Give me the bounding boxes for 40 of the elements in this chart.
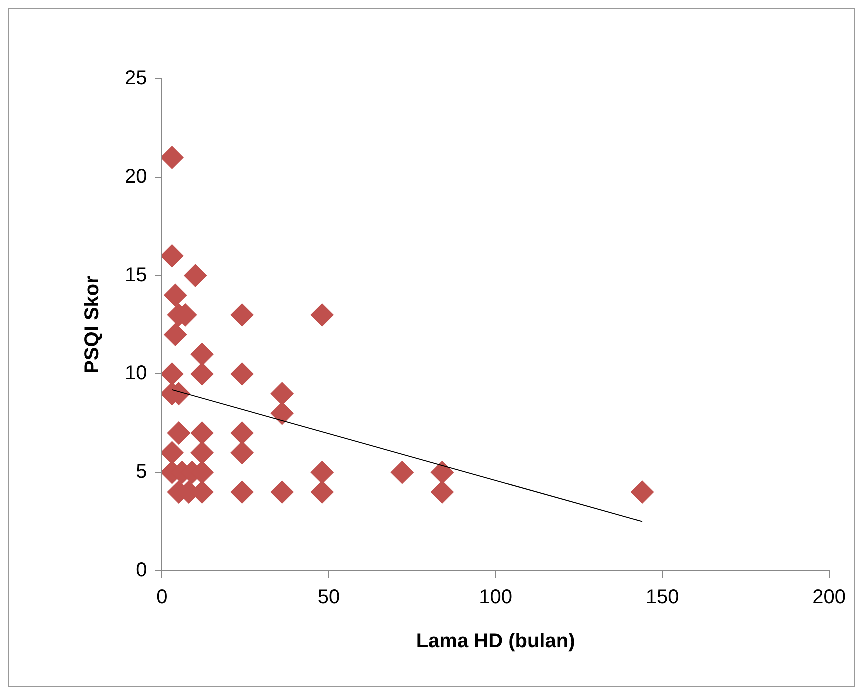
point: [230, 480, 254, 504]
point: [230, 441, 254, 464]
point: [190, 343, 214, 366]
x-axis-title: Lama HD (bulan): [416, 630, 576, 653]
y-tick-label: 0: [136, 560, 148, 582]
point: [162, 244, 184, 268]
y-tick-label: 5: [136, 461, 148, 484]
point: [310, 480, 334, 504]
x-tick-label: 200: [812, 586, 846, 609]
x-tick-label: 0: [156, 586, 168, 609]
point: [270, 382, 294, 406]
point: [230, 304, 254, 327]
point: [164, 323, 188, 346]
x-tick-label: 50: [318, 586, 340, 609]
x-tick-label: 100: [479, 586, 512, 609]
point: [310, 304, 334, 327]
x-tick-label: 150: [646, 586, 680, 609]
point: [430, 461, 454, 484]
y-tick-label: 10: [124, 362, 148, 385]
point: [162, 441, 184, 464]
point: [390, 461, 414, 484]
point: [430, 480, 454, 504]
point: [230, 362, 254, 386]
point: [162, 362, 184, 386]
point: [310, 461, 334, 484]
point: [162, 146, 184, 170]
point: [190, 362, 214, 386]
point: [270, 402, 294, 426]
point: [164, 284, 188, 307]
point: [184, 264, 208, 288]
point: [270, 480, 294, 504]
point: [190, 441, 214, 464]
point: [230, 422, 254, 445]
y-tick-label: 15: [124, 264, 148, 286]
y-tick-label: 20: [124, 166, 148, 188]
point: [167, 422, 190, 445]
y-tick-label: 25: [124, 68, 148, 90]
point: [190, 422, 214, 445]
point: [631, 480, 654, 504]
y-axis-title: PSQI Skor: [82, 276, 104, 374]
